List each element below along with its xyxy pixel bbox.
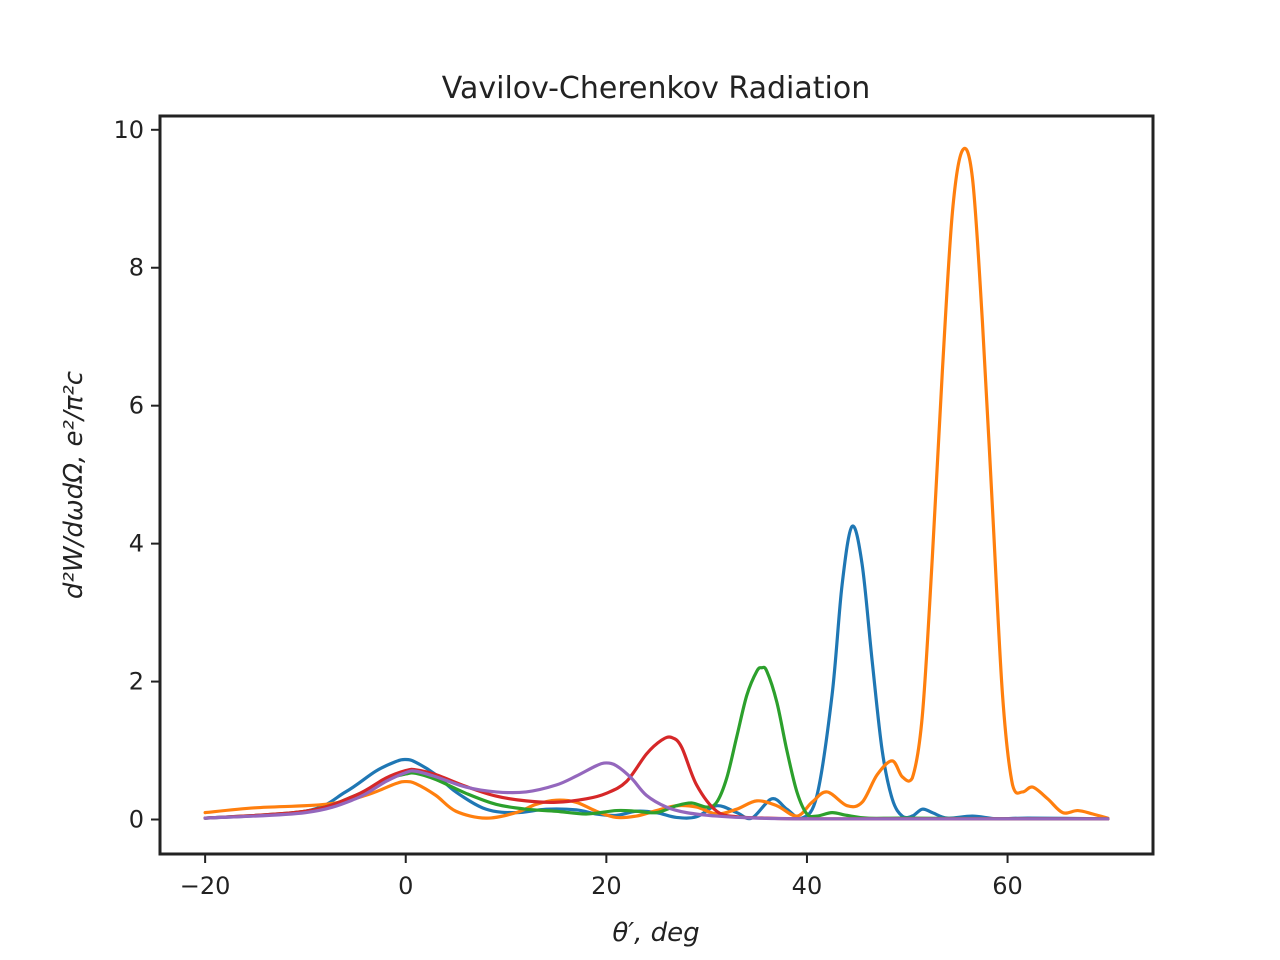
axes-frame — [158, 114, 1155, 856]
plot-area — [203, 146, 1110, 821]
chart-title: Vavilov-Cherenkov Radiation — [442, 71, 870, 106]
y-tick-label: 10 — [113, 116, 144, 144]
y-tick-label: 6 — [129, 392, 144, 420]
y-axis-label: d²W/dωdΩ, e²/π²c — [59, 371, 89, 599]
y-tick-label: 8 — [129, 254, 144, 282]
x-tick-label: 0 — [398, 872, 413, 900]
x-tick-label: 40 — [792, 872, 823, 900]
y-tick-label: 2 — [129, 668, 144, 696]
y-tick-label: 0 — [129, 806, 144, 834]
series-line-2 — [203, 146, 1110, 820]
x-tick-label: 20 — [591, 872, 622, 900]
series-line-3 — [203, 665, 1110, 821]
y-tick-label: 4 — [129, 530, 144, 558]
series-line-4 — [203, 735, 1110, 821]
x-axis: −20 0 20 40 60 — [180, 854, 1023, 900]
y-axis: 0 2 4 6 8 10 — [113, 116, 160, 834]
x-tick-label: −20 — [180, 872, 231, 900]
series-line-5 — [203, 761, 1110, 821]
x-tick-label: 60 — [992, 872, 1023, 900]
x-axis-label: θ′, deg — [612, 918, 699, 948]
series-line-1 — [203, 524, 1110, 821]
